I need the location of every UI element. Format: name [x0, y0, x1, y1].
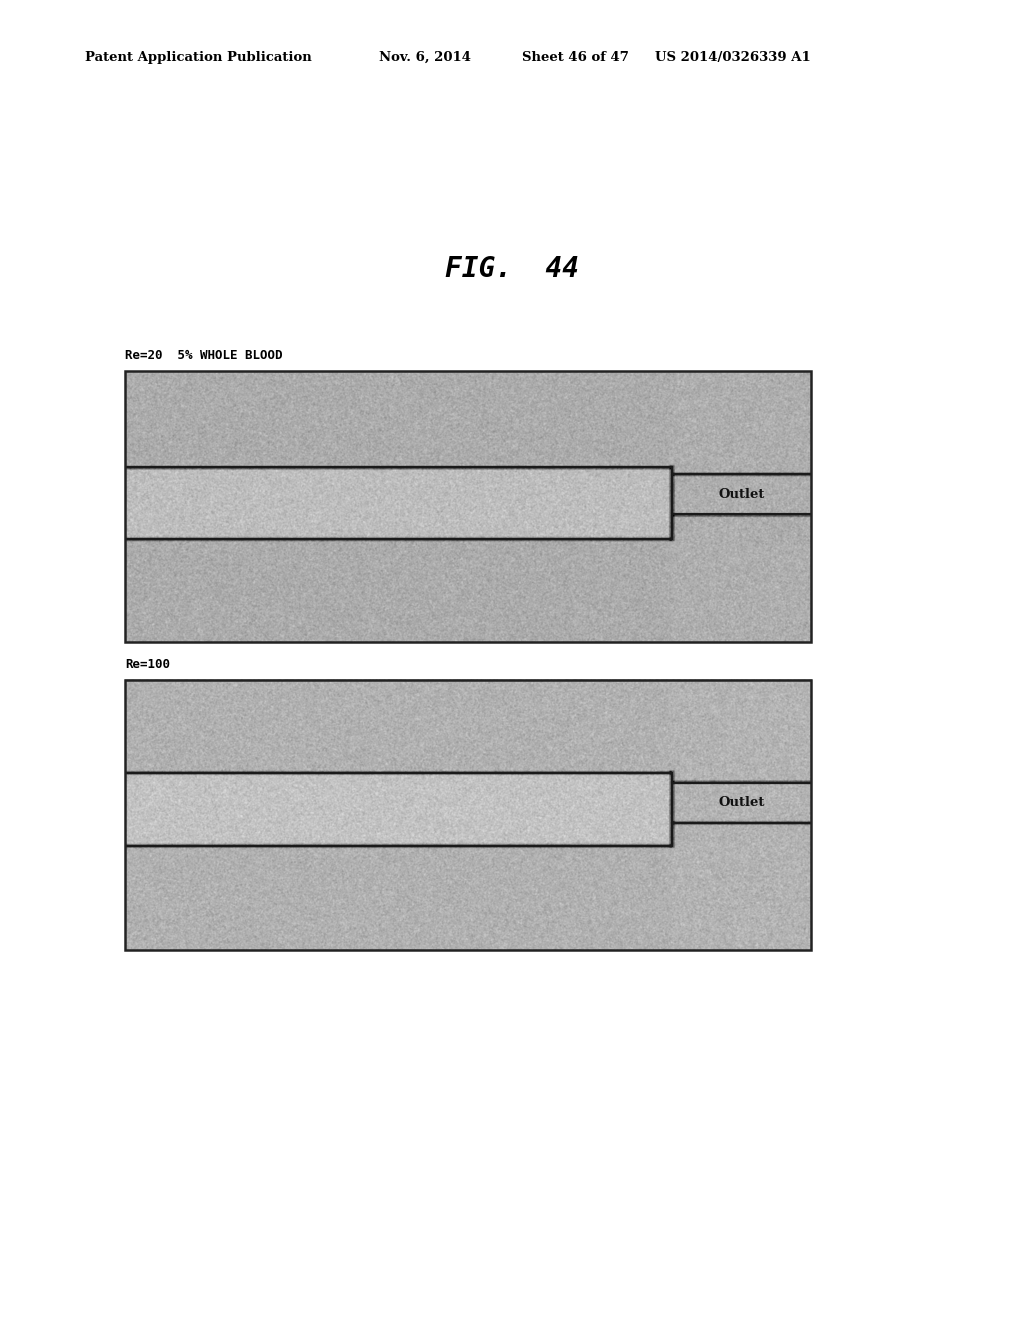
Text: Re=100: Re=100: [125, 657, 170, 671]
Text: Sheet 46 of 47: Sheet 46 of 47: [522, 51, 629, 63]
Text: Re=20  5% WHOLE BLOOD: Re=20 5% WHOLE BLOOD: [125, 348, 283, 362]
Bar: [125, 371, 811, 642]
Bar: [125, 680, 811, 950]
Text: US 2014/0326339 A1: US 2014/0326339 A1: [655, 51, 811, 63]
Text: Outlet: Outlet: [718, 487, 765, 500]
Text: Patent Application Publication: Patent Application Publication: [85, 51, 311, 63]
Text: Nov. 6, 2014: Nov. 6, 2014: [379, 51, 471, 63]
Text: Outlet: Outlet: [718, 796, 765, 809]
Text: FIG.  44: FIG. 44: [445, 255, 579, 284]
